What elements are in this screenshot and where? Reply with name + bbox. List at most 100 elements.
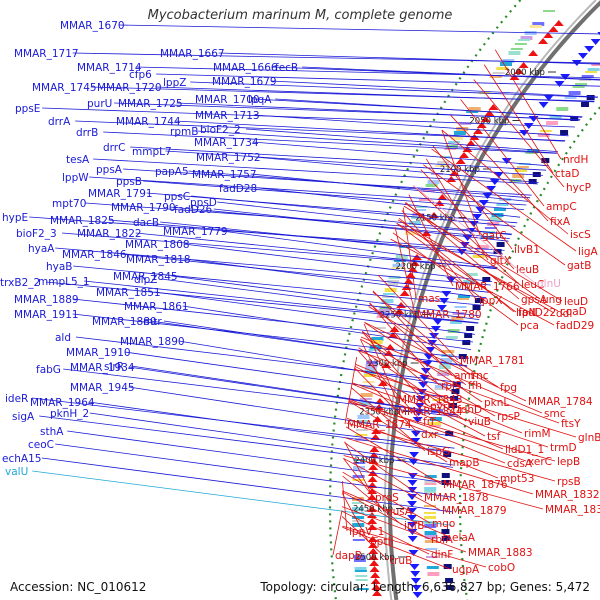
left-feature-track-block	[591, 64, 600, 66]
leader-line-left	[89, 176, 527, 206]
forward-gene-block	[528, 179, 537, 184]
left-feature-track-block	[451, 316, 464, 320]
forward-gene-arrow	[412, 592, 423, 598]
tick-label: 2050 kbp	[469, 117, 509, 127]
leader-line-left	[84, 280, 479, 324]
right-feature-track-block	[359, 398, 372, 400]
gene-label-right: glnB	[578, 432, 600, 444]
forward-gene-block	[443, 452, 452, 457]
forward-gene-arrow	[410, 578, 421, 584]
gene-label-right: MMAR_1883	[468, 547, 533, 559]
leader-line-left	[39, 415, 454, 468]
leader-line-right	[341, 492, 369, 542]
leader-line-left	[32, 470, 453, 526]
gene-label-left: MMAR_1734	[194, 137, 259, 149]
leader-line-left	[63, 368, 459, 418]
gene-label-left: rpmB	[170, 126, 198, 138]
forward-gene-arrow	[409, 564, 420, 570]
leader-line-left	[252, 141, 549, 167]
left-feature-track-block	[539, 130, 552, 132]
right-feature-track-block	[378, 309, 391, 312]
forward-gene-arrow	[501, 158, 512, 164]
left-feature-track-block	[434, 388, 447, 390]
gene-label-right: tsf	[487, 431, 501, 443]
summary-text: Topology: circular; Length: 6,636,827 bp…	[260, 580, 590, 594]
leader-line-left	[160, 221, 502, 257]
forward-gene-arrow	[489, 179, 500, 185]
reverse-gene-arrow	[403, 278, 414, 284]
gene-label-right: dapB	[335, 550, 362, 562]
gene-label-left: ald	[55, 332, 71, 344]
gene-label-left: MMAR_1744	[116, 116, 181, 128]
leader-line-left	[183, 243, 493, 282]
left-feature-track-block	[450, 321, 462, 324]
gene-label-right: lppV_1	[349, 526, 384, 538]
left-feature-track-block	[424, 505, 436, 507]
gene-label-right: nrdH	[563, 154, 588, 166]
left-feature-track-block	[512, 174, 525, 178]
reverse-gene-arrow	[399, 290, 410, 296]
reverse-gene-arrow	[372, 590, 383, 596]
right-feature-track-block	[352, 523, 365, 527]
gene-label-left: MMAR_1861	[124, 301, 189, 313]
leader-line-right	[354, 365, 486, 437]
reverse-gene-arrow	[405, 272, 416, 278]
left-feature-track-block	[516, 166, 529, 168]
reverse-gene-arrow	[370, 578, 381, 584]
left-feature-track-block	[458, 295, 470, 298]
left-feature-track-block	[489, 217, 502, 221]
forward-gene-arrow	[436, 305, 447, 311]
leader-line-right	[351, 382, 549, 448]
left-feature-track-block	[587, 68, 600, 71]
leader-line-right	[343, 455, 544, 510]
right-feature-track-block	[496, 67, 509, 70]
gene-label-left: MMAR_1825	[50, 215, 115, 227]
left-feature-track-block	[440, 358, 453, 362]
reverse-gene-arrow	[396, 302, 407, 308]
leader-line-right	[425, 158, 489, 261]
left-feature-track-block	[463, 280, 476, 283]
gene-label-left: sigA	[12, 411, 35, 423]
gene-label-right: coaD	[560, 306, 587, 318]
right-feature-track-block	[356, 588, 369, 590]
right-feature-track-block	[393, 260, 406, 262]
forward-gene-block	[458, 354, 467, 359]
right-feature-track-block	[381, 299, 394, 303]
forward-gene-arrow	[584, 46, 595, 52]
left-feature-track-block	[445, 336, 458, 339]
leader-line-right	[408, 194, 454, 287]
gene-label-right: lldD1_1	[505, 444, 544, 456]
gene-label-left: mpt70	[52, 198, 86, 210]
gene-label-right: ung	[542, 294, 562, 306]
reverse-gene-arrow	[465, 140, 476, 146]
reverse-gene-arrow	[473, 128, 484, 134]
gene-label-left: ppsC	[164, 191, 190, 203]
forward-gene-block	[449, 403, 458, 408]
forward-gene-block	[445, 578, 454, 583]
right-feature-track-block	[359, 402, 372, 405]
right-feature-track-block	[387, 280, 400, 282]
forward-gene-arrow	[439, 298, 450, 304]
right-feature-track-block	[392, 264, 405, 267]
reverse-gene-arrow	[407, 266, 418, 272]
left-feature-track-block	[462, 283, 475, 285]
gene-label-right: lppX	[479, 295, 502, 307]
right-feature-track-block	[355, 434, 368, 436]
leader-line-left	[93, 158, 538, 185]
leader-line-right	[473, 79, 565, 188]
gene-label-right: nusA	[386, 506, 413, 518]
reverse-gene-arrow	[388, 332, 399, 338]
left-feature-track-block	[424, 480, 437, 484]
forward-gene-arrow	[411, 431, 422, 437]
leader-line-left	[73, 265, 484, 306]
right-feature-track-block	[415, 206, 428, 208]
gene-label-left: pknH_2	[50, 408, 89, 420]
forward-gene-block	[445, 585, 454, 590]
leader-line-right	[355, 363, 523, 434]
forward-gene-arrow	[408, 459, 419, 465]
leader-line-right	[372, 290, 453, 376]
gene-label-right: MMAR_1839	[545, 504, 600, 516]
left-feature-track-block	[515, 169, 528, 172]
